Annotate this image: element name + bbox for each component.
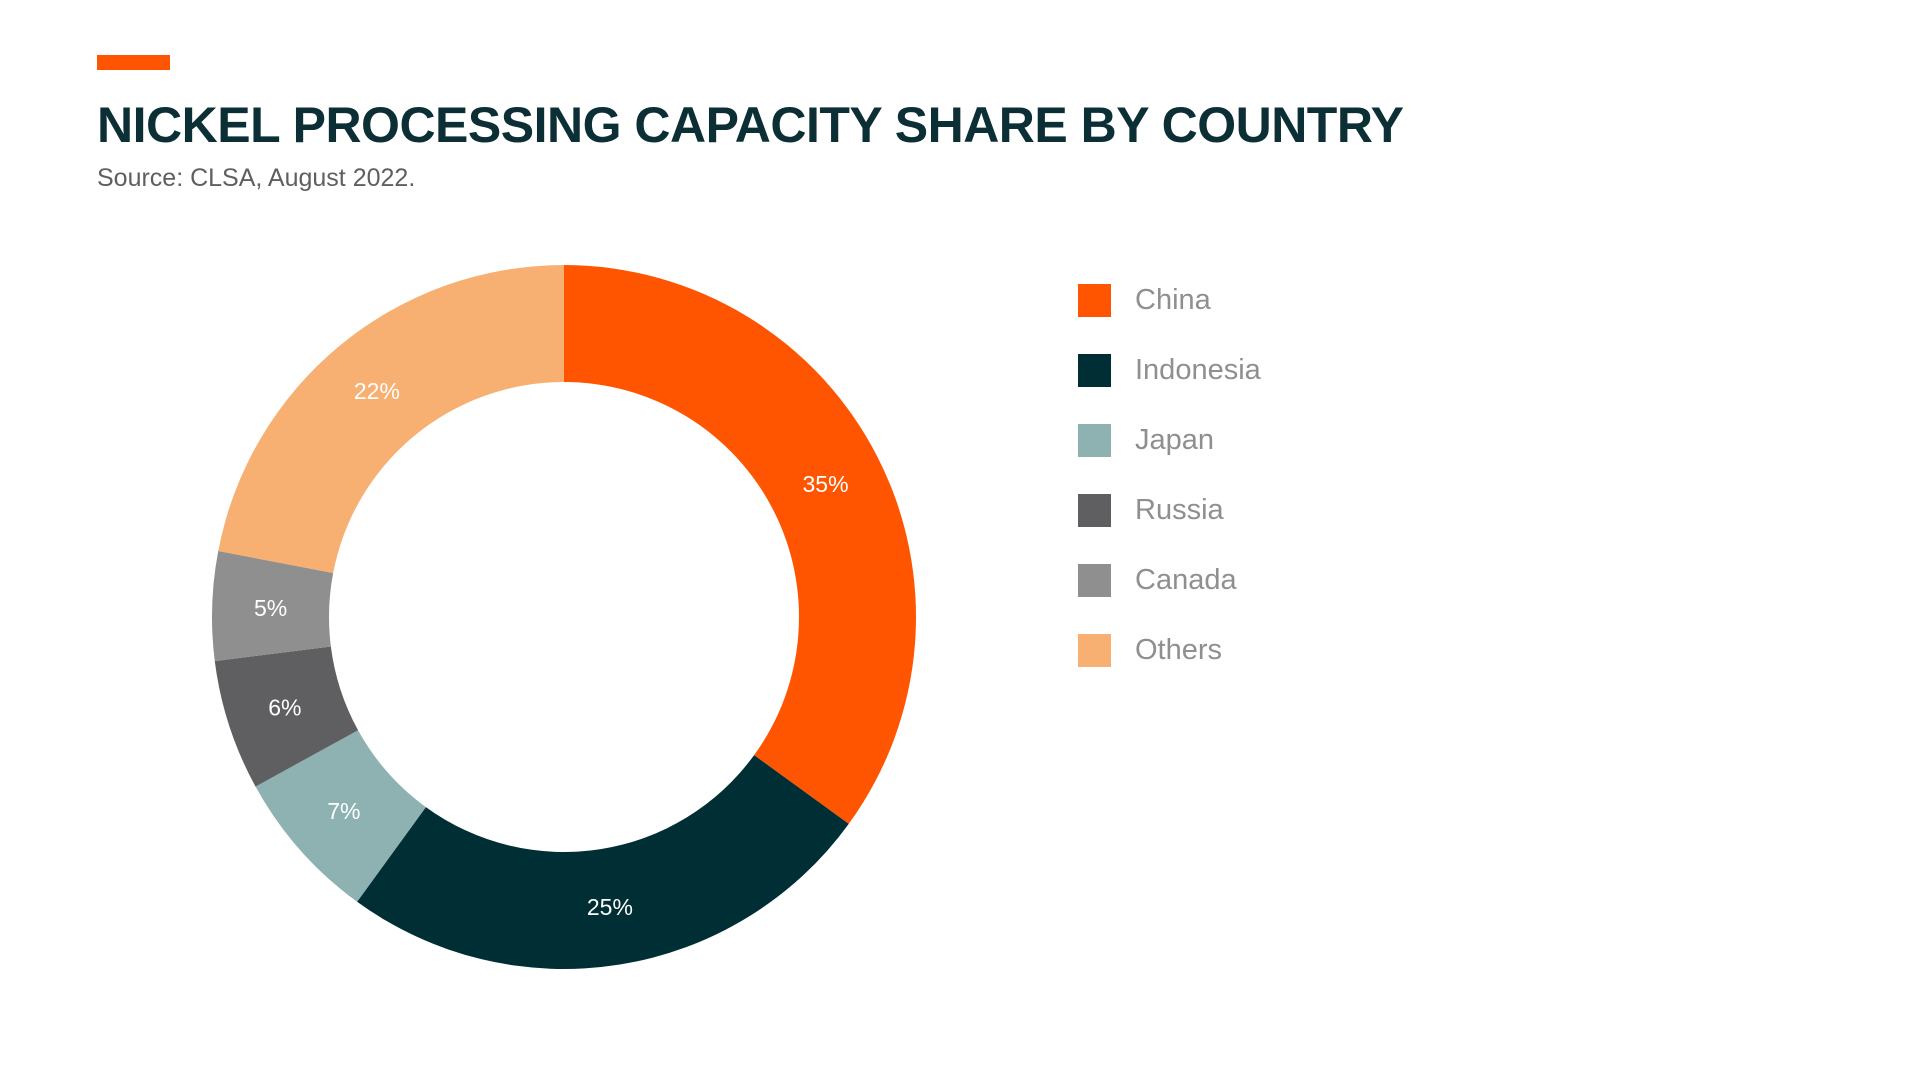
legend-swatch-canada — [1078, 563, 1111, 597]
accent-bar — [97, 55, 170, 70]
legend-label-others: Others — [1135, 633, 1223, 666]
slice-indonesia — [357, 755, 849, 969]
legend-swatch-russia — [1078, 493, 1111, 527]
slice-russia — [214, 646, 359, 787]
legend-swatch-indonesia — [1078, 353, 1111, 387]
legend-swatch-japan — [1078, 423, 1111, 457]
donut-slices — [212, 265, 916, 969]
legend-label-japan: Japan — [1135, 423, 1215, 456]
legend-label-indonesia: Indonesia — [1135, 353, 1261, 386]
slice-label-others: 22% — [354, 378, 400, 404]
slice-label-canada: 5% — [254, 595, 287, 621]
slice-china — [564, 265, 916, 824]
slice-label-indonesia: 25% — [587, 894, 633, 920]
chart-legend: China Indonesia Japan Russia Canada Others — [1078, 283, 1261, 703]
legend-item-canada: Canada — [1078, 563, 1261, 597]
legend-label-china: China — [1135, 283, 1211, 316]
legend-item-russia: Russia — [1078, 493, 1261, 527]
donut-slice-labels: 35% 25% 7% 6% 5% 22% — [254, 378, 849, 920]
legend-item-japan: Japan — [1078, 423, 1261, 457]
legend-item-indonesia: Indonesia — [1078, 353, 1261, 387]
slice-label-russia: 6% — [268, 695, 301, 721]
slice-others — [218, 265, 564, 573]
legend-item-china: China — [1078, 283, 1261, 317]
donut-chart: 35% 25% 7% 6% 5% 22% — [212, 265, 916, 969]
slice-canada — [212, 551, 334, 662]
slice-label-china: 35% — [802, 471, 848, 497]
legend-swatch-china — [1078, 283, 1111, 317]
legend-item-others: Others — [1078, 633, 1261, 667]
slice-label-japan: 7% — [327, 798, 360, 824]
legend-label-russia: Russia — [1135, 493, 1224, 526]
chart-title: NICKEL PROCESSING CAPACITY SHARE BY COUN… — [97, 97, 1404, 153]
legend-swatch-others — [1078, 633, 1111, 667]
chart-source: Source: CLSA, August 2022. — [97, 164, 416, 192]
slice-japan — [255, 730, 426, 902]
legend-label-canada: Canada — [1135, 563, 1237, 596]
